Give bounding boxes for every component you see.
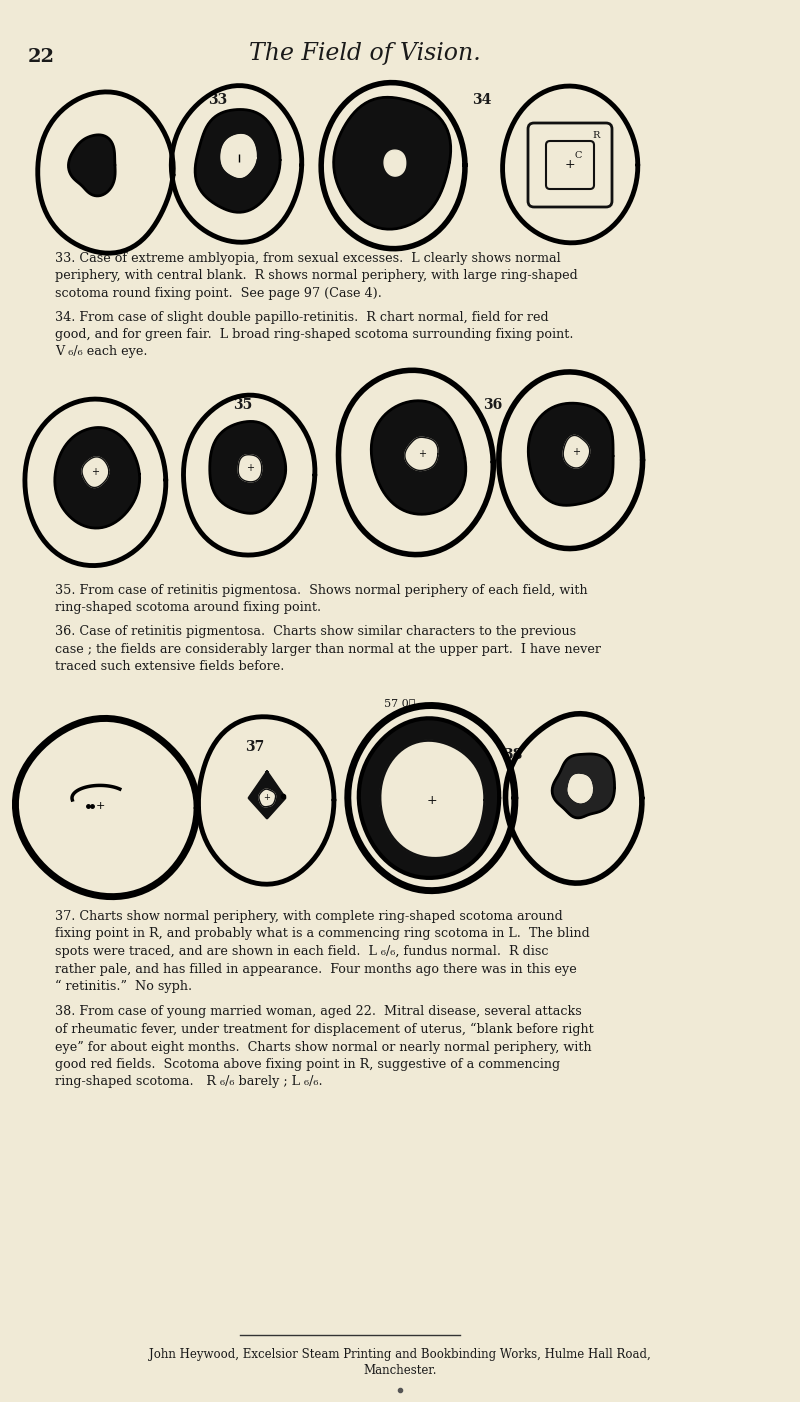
Text: 22: 22: [28, 48, 55, 66]
Text: of rheumatic fever, under treatment for displacement of uterus, “blank before ri: of rheumatic fever, under treatment for …: [55, 1023, 594, 1036]
Text: +: +: [418, 449, 426, 458]
Text: “ retinitis.”  No syph.: “ retinitis.” No syph.: [55, 980, 192, 993]
Polygon shape: [238, 454, 262, 482]
Polygon shape: [405, 437, 438, 471]
Text: 35: 35: [233, 398, 252, 412]
Text: 33: 33: [208, 93, 227, 107]
Polygon shape: [210, 422, 286, 513]
Text: The Field of Vision.: The Field of Vision.: [249, 42, 481, 64]
Polygon shape: [371, 401, 466, 515]
Text: 34. From case of slight double papillo-retinitis.  R chart normal, field for red: 34. From case of slight double papillo-r…: [55, 310, 549, 324]
Polygon shape: [568, 774, 592, 802]
Text: +: +: [572, 447, 580, 457]
Text: 38. From case of young married woman, aged 22.  Mitral disease, several attacks: 38. From case of young married woman, ag…: [55, 1005, 582, 1018]
Text: good, and for green fair.  L broad ring-shaped scotoma surrounding fixing point.: good, and for green fair. L broad ring-s…: [55, 328, 574, 341]
Text: V ₆/₆ each eye.: V ₆/₆ each eye.: [55, 345, 147, 359]
Text: ring-shaped scotoma around fixing point.: ring-shaped scotoma around fixing point.: [55, 601, 321, 614]
Polygon shape: [528, 404, 613, 505]
Text: C: C: [574, 150, 582, 160]
Text: periphery, with central blank.  R shows normal periphery, with large ring-shaped: periphery, with central blank. R shows n…: [55, 269, 578, 282]
Text: 36: 36: [483, 398, 502, 412]
Text: spots were traced, and are shown in each field.  L ₆/₆, fundus normal.  R disc: spots were traced, and are shown in each…: [55, 945, 549, 958]
Text: R: R: [592, 130, 600, 140]
Text: 36. Case of retinitis pigmentosa.  Charts show similar characters to the previou: 36. Case of retinitis pigmentosa. Charts…: [55, 625, 576, 638]
Text: +: +: [246, 463, 254, 472]
Polygon shape: [384, 150, 406, 177]
Polygon shape: [358, 718, 499, 878]
Text: +: +: [95, 801, 105, 810]
Text: +: +: [426, 794, 438, 806]
Polygon shape: [82, 457, 109, 488]
Text: traced such extensive fields before.: traced such extensive fields before.: [55, 660, 284, 673]
Polygon shape: [563, 436, 590, 468]
Polygon shape: [195, 109, 280, 212]
Polygon shape: [249, 773, 285, 817]
Polygon shape: [55, 428, 140, 529]
Text: 35. From case of retinitis pigmentosa.  Shows normal periphery of each field, wi: 35. From case of retinitis pigmentosa. S…: [55, 585, 588, 597]
Text: 38: 38: [503, 749, 522, 763]
Text: 37: 37: [245, 740, 264, 754]
Polygon shape: [259, 789, 276, 806]
Text: +: +: [565, 158, 575, 171]
Text: rather pale, and has filled in appearance.  Four months ago there was in this ey: rather pale, and has filled in appearanc…: [55, 963, 577, 976]
Text: +: +: [91, 467, 99, 477]
Text: eye” for about eight months.  Charts show normal or nearly normal periphery, wit: eye” for about eight months. Charts show…: [55, 1040, 592, 1053]
Text: 57 0ⓓ: 57 0ⓓ: [384, 698, 416, 708]
Text: 33. Case of extreme amblyopia, from sexual excesses.  L clearly shows normal: 33. Case of extreme amblyopia, from sexu…: [55, 252, 561, 265]
Polygon shape: [222, 135, 256, 177]
Polygon shape: [69, 135, 115, 196]
Text: ring-shaped scotoma. R ₆/₆ barely ; L ₆/₆.: ring-shaped scotoma. R ₆/₆ barely ; L ₆/…: [55, 1075, 322, 1088]
Text: scotoma round fixing point.  See page 97 (Case 4).: scotoma round fixing point. See page 97 …: [55, 287, 382, 300]
Text: fixing point in R, and probably what is a commencing ring scotoma in L.  The bli: fixing point in R, and probably what is …: [55, 928, 590, 941]
Text: +: +: [263, 794, 270, 802]
Text: 37. Charts show normal periphery, with complete ring-shaped scotoma around: 37. Charts show normal periphery, with c…: [55, 910, 562, 923]
Text: 34: 34: [472, 93, 491, 107]
Text: Manchester.: Manchester.: [363, 1364, 437, 1377]
Text: John Heywood, Excelsior Steam Printing and Bookbinding Works, Hulme Hall Road,: John Heywood, Excelsior Steam Printing a…: [149, 1347, 651, 1361]
Polygon shape: [380, 740, 485, 858]
Text: good red fields.  Scotoma above fixing point in R, suggestive of a commencing: good red fields. Scotoma above fixing po…: [55, 1059, 560, 1071]
Polygon shape: [552, 754, 614, 817]
Polygon shape: [334, 97, 450, 229]
Text: case ; the fields are considerably larger than normal at the upper part.  I have: case ; the fields are considerably large…: [55, 642, 601, 656]
